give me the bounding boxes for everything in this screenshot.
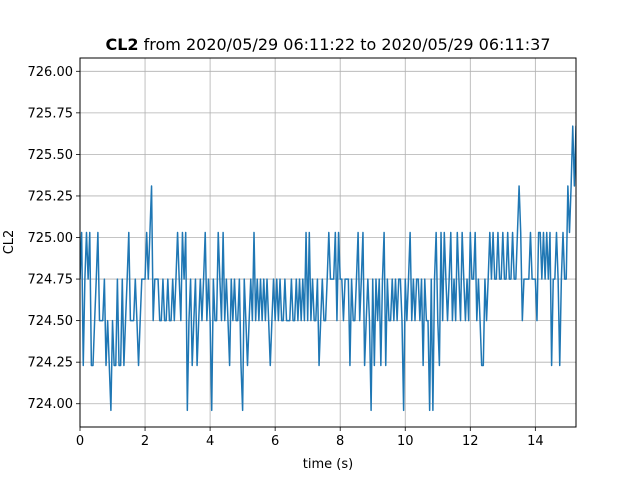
x-tick-label: 12 bbox=[462, 434, 479, 449]
y-tick-label: 726.00 bbox=[28, 65, 74, 80]
x-axis: 0 2 4 6 8 10 12 14 bbox=[76, 427, 544, 449]
series-layer bbox=[80, 125, 576, 412]
x-tick-label: 4 bbox=[206, 434, 214, 449]
x-tick-label: 14 bbox=[527, 434, 544, 449]
y-tick-label: 724.25 bbox=[28, 356, 74, 371]
series-line bbox=[80, 125, 576, 412]
grid-lines bbox=[79, 58, 576, 427]
y-tick-label: 724.50 bbox=[28, 314, 74, 329]
y-tick-label: 724.00 bbox=[28, 397, 74, 412]
chart-title-rest: from 2020/05/29 06:11:22 to 2020/05/29 0… bbox=[139, 35, 551, 54]
x-tick-label: 10 bbox=[397, 434, 414, 449]
x-tick-label: 0 bbox=[76, 434, 84, 449]
y-axis-label: CL2 bbox=[2, 230, 17, 255]
x-axis-label: time (s) bbox=[303, 457, 353, 472]
x-tick-label: 8 bbox=[336, 434, 344, 449]
axes-frame bbox=[79, 57, 577, 428]
y-axis: 724.00 724.25 724.50 724.75 725.00 725.25 725.… bbox=[28, 65, 80, 412]
y-tick-label: 725.00 bbox=[28, 231, 74, 246]
x-tick-label: 2 bbox=[141, 434, 149, 449]
y-tick-label: 725.25 bbox=[28, 189, 74, 204]
y-tick-label: 725.75 bbox=[28, 106, 74, 121]
x-tick-label: 6 bbox=[271, 434, 279, 449]
chart-title: CL2 from 2020/05/29 06:11:22 to 2020/05/… bbox=[105, 35, 550, 54]
chart-title-bold: CL2 bbox=[105, 35, 138, 54]
y-tick-label: 724.75 bbox=[28, 273, 74, 288]
y-tick-label: 725.50 bbox=[28, 148, 74, 163]
